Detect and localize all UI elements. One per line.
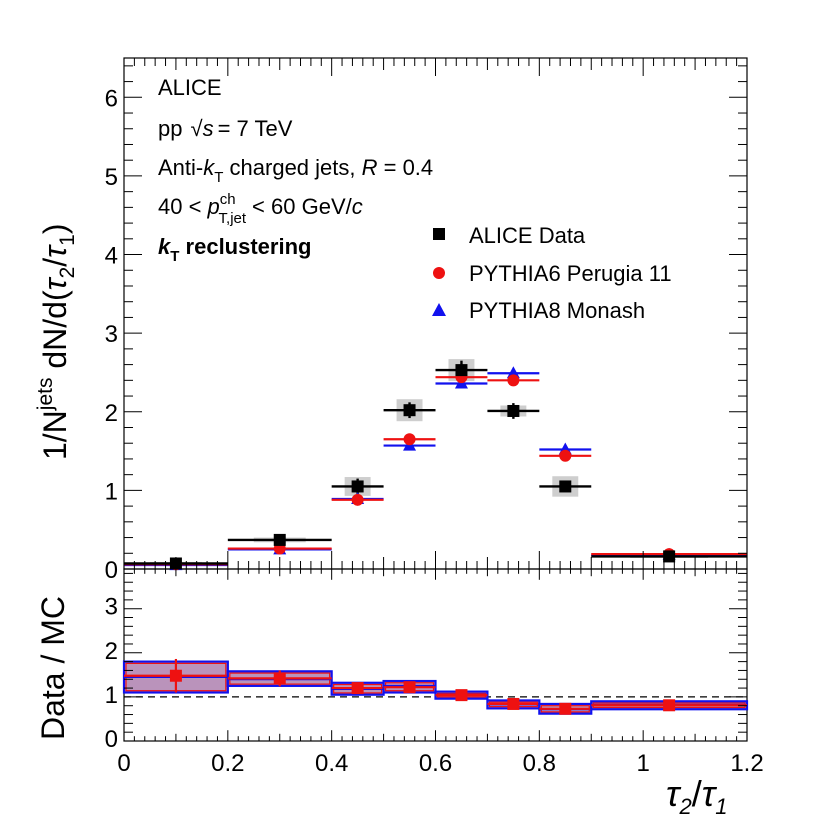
ratio-y-tick-label: 3 [105, 594, 118, 621]
legend-label-pythia6: PYTHIA6 Perugia 11 [469, 261, 672, 286]
upper-y-tick-label: 3 [105, 321, 118, 348]
energy-label: pp √s = 7 TeV [158, 116, 293, 141]
xlabel-sub2: 2 [678, 794, 691, 816]
jets-r-value: = 0.4 [378, 155, 434, 180]
x-tick-label: 0.4 [315, 750, 348, 777]
ratio-y-tick-label: 2 [105, 638, 118, 665]
energy-value: = 7 TeV [218, 116, 293, 141]
pythia6-marker [351, 493, 364, 506]
x-tick-label: 0.2 [211, 750, 244, 777]
pythia6-marker [507, 374, 520, 387]
legend-label-alice-data: ALICE Data [469, 223, 586, 248]
pt-hi: < 60 GeV/ [252, 194, 353, 219]
legend-marker-pythia6 [433, 267, 445, 279]
reclustering-text: reclustering [179, 234, 311, 259]
jets-label: Anti-kT charged jets, R = 0.4 [158, 155, 433, 186]
reclustering-label: kT reclustering [158, 234, 311, 265]
pythia8-marker [506, 366, 520, 379]
x-axis-title: τ2/τ1 [666, 773, 727, 816]
upper-y-tick-label: 0 [105, 557, 118, 584]
jets-mid: charged jets, [223, 155, 361, 180]
legend: ALICE Data PYTHIA6 Perugia 11 PYTHIA8 Mo… [432, 223, 672, 323]
xlabel-tau2: τ [666, 773, 682, 814]
pt-range-label: 40 < pch T,jet < 60 GeV/c [158, 191, 363, 227]
data-marker [351, 480, 364, 493]
xlabel-tau1: τ [702, 773, 718, 814]
upper-ylabel-sub1: 1 [56, 234, 79, 246]
pythia6-marker [403, 433, 416, 446]
ratio-marker-pythia6 [273, 672, 286, 685]
upper-ylabel-tau2: τ [37, 276, 73, 290]
upper-ylabel-tau1: τ [37, 244, 73, 258]
ratio-marker-pythia6 [663, 699, 676, 712]
jets-prefix: Anti- [158, 155, 203, 180]
legend-marker-alice-data [433, 228, 445, 240]
upper-ylabel-sub2: 2 [56, 267, 79, 279]
upper-y-tick-label: 5 [105, 164, 118, 191]
ratio-panel-marks [122, 658, 749, 715]
x-tick-label: 0.6 [419, 750, 452, 777]
data-marker [663, 550, 676, 563]
axis-ticks: 0 0.2 0.4 0.6 0.8 1 1.2 0 1 2 3 4 5 6 0 1 2 3 [105, 58, 764, 777]
legend-marker-pythia8 [432, 303, 446, 316]
upper-panel-marks [124, 359, 747, 571]
ratio-marker-pythia6 [507, 697, 520, 710]
ratio-marker-pythia6 [455, 689, 468, 702]
ratio-plot-frame [123, 568, 748, 742]
data-marker [455, 364, 468, 377]
data-marker [403, 404, 416, 417]
data-marker [273, 533, 286, 546]
ratio-marker-pythia6 [169, 669, 182, 682]
upper-ylabel-suffix: dN/d( [37, 290, 73, 377]
ratio-marker-pythia6 [403, 681, 416, 694]
collab-label: ALICE [158, 75, 222, 100]
ratio-y-tick-label: 1 [105, 682, 118, 709]
ratio-marker-pythia6 [559, 702, 572, 715]
upper-y-tick-label: 1 [105, 478, 118, 505]
upper-y-tick-label: 2 [105, 400, 118, 427]
pt-lo: 40 < [158, 194, 201, 219]
ratio-marker-pythia6 [351, 682, 364, 695]
data-marker [507, 404, 520, 417]
data-marker [559, 480, 572, 493]
x-tick-label: 1 [636, 750, 649, 777]
x-tick-label: 0 [117, 750, 130, 777]
ratio-y-tick-label: 0 [105, 726, 118, 753]
energy-prefix: pp [158, 116, 182, 141]
pythia6-marker [559, 449, 572, 462]
annotation-block: ALICE pp √s = 7 TeV Anti-kT charged jets, … [158, 75, 433, 265]
upper-ylabel-prefix: 1/N [37, 410, 73, 460]
upper-ylabel-sup: jets [34, 378, 57, 412]
ratio-y-axis-title: Data / MC [35, 596, 71, 740]
x-tick-label: 1.2 [730, 750, 763, 777]
x-tick-label: 0.8 [523, 750, 556, 777]
upper-y-tick-label: 6 [105, 85, 118, 112]
upper-y-axis-title: 1/Njets dN/d(τ2/τ1) [34, 224, 79, 460]
xlabel-sub1: 1 [715, 794, 727, 816]
upper-y-tick-label: 4 [105, 243, 118, 270]
legend-label-pythia8: PYTHIA8 Monash [469, 298, 645, 323]
